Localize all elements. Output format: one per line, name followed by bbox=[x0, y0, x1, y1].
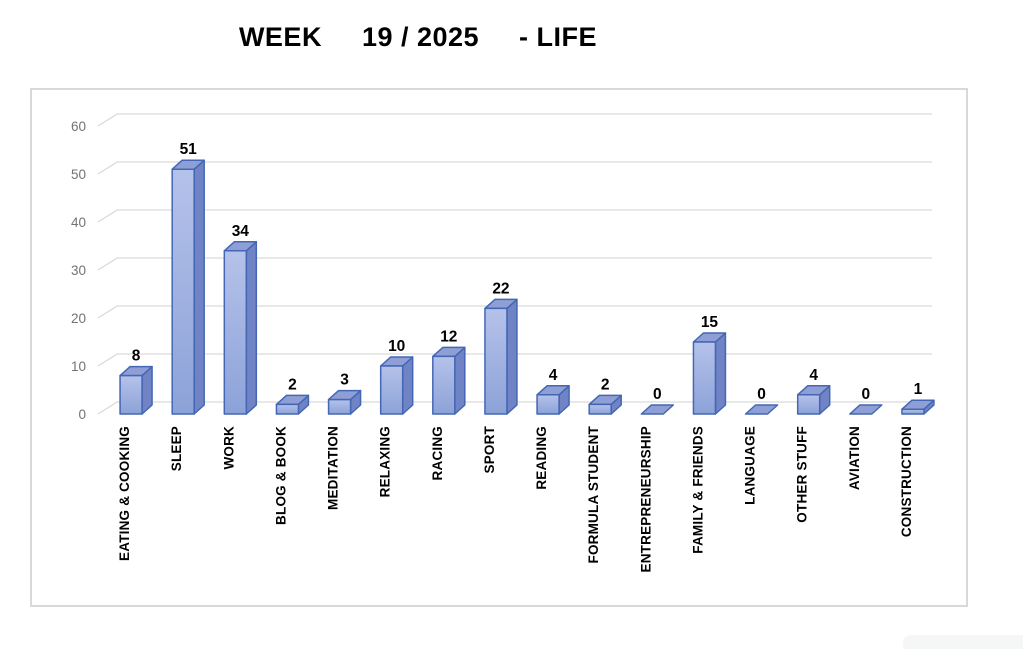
value-label: 0 bbox=[653, 386, 662, 403]
bar-other-stuff[interactable] bbox=[796, 385, 831, 415]
bar-construction[interactable] bbox=[901, 399, 935, 415]
category-label: READING bbox=[534, 426, 549, 490]
bar-family-friends[interactable] bbox=[692, 332, 727, 415]
bar-flat-face bbox=[640, 404, 675, 415]
bar-front-face bbox=[171, 168, 195, 415]
bar-front-face bbox=[119, 374, 143, 415]
gridline-30 bbox=[97, 257, 932, 271]
value-label: 12 bbox=[440, 328, 457, 345]
category-label: FAMILY & FRIENDS bbox=[690, 426, 705, 554]
bar-front-face bbox=[327, 398, 352, 415]
category-label: LANGUAGE bbox=[743, 426, 758, 505]
bar-flat-face bbox=[849, 404, 883, 415]
y-tick-label: 0 bbox=[78, 407, 86, 422]
bar-flat-face bbox=[744, 404, 779, 415]
value-label: 15 bbox=[701, 314, 719, 331]
bar-front-face bbox=[536, 394, 560, 415]
chart-title: WEEK 19 / 2025 - LIFE bbox=[238, 22, 598, 52]
category-label: ENTREPRENEURSHIP bbox=[638, 426, 653, 572]
value-label: 8 bbox=[132, 348, 141, 365]
bar-front-face bbox=[379, 365, 404, 415]
category-label: RELAXING bbox=[378, 426, 393, 497]
gridline-50 bbox=[97, 161, 932, 175]
gridline-40 bbox=[97, 209, 932, 223]
bar-work[interactable] bbox=[223, 241, 258, 415]
value-label: 1 bbox=[914, 381, 923, 398]
category-label: EATING & COOKING bbox=[117, 426, 132, 561]
gridline-20 bbox=[97, 305, 932, 319]
value-label: 0 bbox=[862, 386, 871, 403]
bar-front-face bbox=[432, 355, 456, 415]
chart-area[interactable]: 0 10 20 30 40 50 60 8 EATING & COOKING 51 SLEEP 34 W… bbox=[30, 88, 968, 607]
bar-side-face bbox=[506, 298, 518, 415]
bar-side-face bbox=[245, 241, 258, 415]
category-label: FORMULA STUDENT bbox=[586, 425, 601, 563]
category-label: MEDITATION bbox=[326, 426, 341, 510]
value-label: 2 bbox=[288, 376, 297, 393]
bar-front-face bbox=[484, 307, 508, 415]
bar-side-face bbox=[454, 346, 466, 415]
bar-sleep[interactable] bbox=[171, 159, 205, 415]
bar-front-face bbox=[692, 341, 717, 415]
bar-front-face bbox=[796, 394, 821, 415]
bar-eating-cooking[interactable] bbox=[119, 365, 153, 415]
y-tick-label: 50 bbox=[71, 167, 86, 182]
bar-side-face bbox=[714, 332, 727, 415]
category-label: RACING bbox=[430, 426, 445, 480]
category-label: WORK bbox=[221, 426, 236, 470]
value-label: 0 bbox=[757, 386, 766, 403]
category-label: SPORT bbox=[482, 425, 497, 473]
bar-front-face bbox=[901, 408, 925, 415]
y-tick-label: 10 bbox=[71, 359, 86, 374]
bar-front-face bbox=[223, 250, 248, 415]
y-tick-label: 60 bbox=[71, 119, 86, 134]
value-label: 34 bbox=[232, 223, 250, 240]
corner-smudge bbox=[903, 635, 1023, 649]
category-label: AVIATION bbox=[847, 426, 862, 490]
y-tick-label: 20 bbox=[71, 311, 86, 326]
bar-language[interactable] bbox=[744, 404, 779, 415]
bar-relaxing[interactable] bbox=[379, 356, 414, 415]
category-label: BLOG & BOOK bbox=[273, 426, 288, 525]
gridline-10 bbox=[97, 353, 932, 367]
value-label: 2 bbox=[601, 376, 610, 393]
bar-front-face bbox=[588, 403, 612, 415]
value-label: 22 bbox=[492, 280, 509, 297]
value-label: 10 bbox=[388, 338, 405, 355]
y-tick-label: 40 bbox=[71, 215, 86, 230]
bar-side-face bbox=[193, 159, 205, 415]
value-label: 51 bbox=[180, 141, 198, 158]
category-label: SLEEP bbox=[169, 426, 184, 471]
bar-formula-student[interactable] bbox=[588, 394, 622, 415]
bar-racing[interactable] bbox=[432, 346, 466, 415]
value-label: 3 bbox=[340, 372, 349, 389]
bar-aviation[interactable] bbox=[849, 404, 883, 415]
bar-reading[interactable] bbox=[536, 385, 570, 415]
category-label: CONSTRUCTION bbox=[899, 426, 914, 537]
bar-front-face bbox=[275, 403, 300, 415]
value-label: 4 bbox=[549, 367, 558, 384]
gridline-60 bbox=[97, 113, 932, 127]
bar-meditation[interactable] bbox=[327, 389, 362, 415]
bar-entrepreneurship[interactable] bbox=[640, 404, 675, 415]
bar-blog-book[interactable] bbox=[275, 394, 310, 415]
y-tick-label: 30 bbox=[71, 263, 86, 278]
gridline-0 bbox=[97, 401, 932, 415]
category-label: OTHER STUFF bbox=[795, 426, 810, 523]
value-label: 4 bbox=[809, 367, 818, 384]
bar-sport[interactable] bbox=[484, 298, 518, 415]
